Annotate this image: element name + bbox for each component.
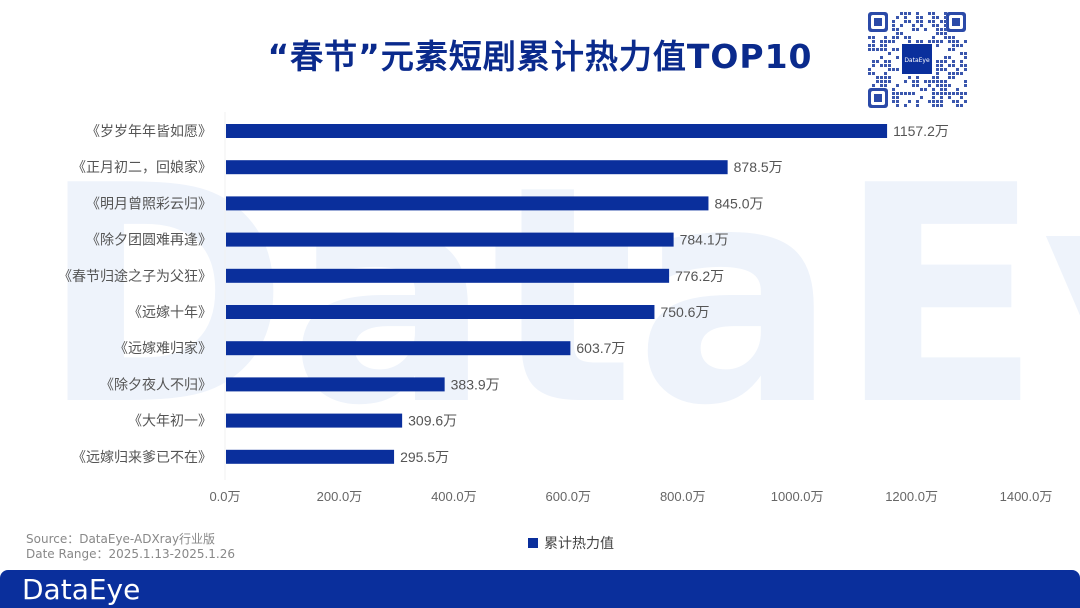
- data-label: 1157.2万: [893, 123, 949, 139]
- bar: [226, 305, 655, 319]
- source-text: Source：DataEye-ADXray行业版: [26, 532, 216, 546]
- legend-label: 累计热力值: [544, 536, 614, 552]
- source-note: Source：DataEye-ADXray行业版 Date Range：2025…: [26, 532, 235, 562]
- bar-chart: 《岁岁年年皆如愿》 1157.2万《正月初二，回娘家》 878.5万《明月曾照彩云归…: [58, 112, 1053, 504]
- bar: [226, 232, 674, 247]
- data-label: 309.6万: [408, 413, 457, 429]
- category-label: 《除夕夜人不归》: [100, 376, 212, 393]
- qr-code: DataEye: [866, 10, 968, 110]
- x-tick-label: 0.0万: [209, 489, 240, 504]
- bar: [226, 160, 728, 175]
- bar: [226, 377, 445, 392]
- data-label: 383.9万: [451, 376, 500, 392]
- footer-bar: DataEye: [0, 570, 1080, 608]
- dataeye-logo: DataEye: [22, 573, 141, 606]
- category-label: 《远嫁难归家》: [114, 340, 212, 357]
- data-label: 878.5万: [734, 159, 783, 175]
- bar: [226, 268, 670, 283]
- data-label: 295.5万: [400, 449, 449, 465]
- data-label: 603.7万: [576, 340, 625, 356]
- x-tick-label: 200.0万: [317, 489, 363, 504]
- category-label: 《除夕团圆难再逢》: [86, 233, 212, 249]
- page-title: “春节”元素短剧累计热力值TOP10: [267, 37, 813, 76]
- category-label: 《春节归途之子为父狂》: [58, 268, 212, 285]
- x-tick-label: 1200.0万: [885, 489, 938, 504]
- bar: [226, 124, 888, 138]
- bar: [226, 196, 709, 211]
- x-tick-label: 400.0万: [431, 489, 477, 504]
- legend: 累计热力值: [528, 533, 614, 553]
- qr-logo-text: DataEye: [904, 57, 930, 64]
- data-label: 784.1万: [680, 232, 729, 248]
- x-tick-label: 1000.0万: [771, 489, 824, 504]
- x-tick-label: 1400.0万: [1000, 489, 1053, 504]
- data-label: 750.6万: [660, 304, 709, 320]
- data-label: 845.0万: [714, 195, 763, 211]
- x-tick-label: 600.0万: [546, 489, 592, 504]
- x-tick-label: 800.0万: [660, 489, 706, 504]
- category-label: 《远嫁十年》: [128, 305, 212, 321]
- bar: [226, 413, 403, 428]
- legend-swatch: [528, 538, 538, 548]
- category-label: 《远嫁归来爹已不在》: [72, 449, 212, 466]
- category-label: 《岁岁年年皆如愿》: [86, 124, 212, 140]
- data-label: 776.2万: [675, 268, 724, 284]
- category-label: 《正月初二，回娘家》: [72, 159, 212, 176]
- category-label: 《明月曾照彩云归》: [86, 195, 212, 212]
- bar: [226, 449, 395, 464]
- date-range-text: Date Range：2025.1.13-2025.1.26: [26, 547, 236, 561]
- category-label: 《大年初一》: [128, 413, 212, 430]
- bar: [226, 341, 571, 356]
